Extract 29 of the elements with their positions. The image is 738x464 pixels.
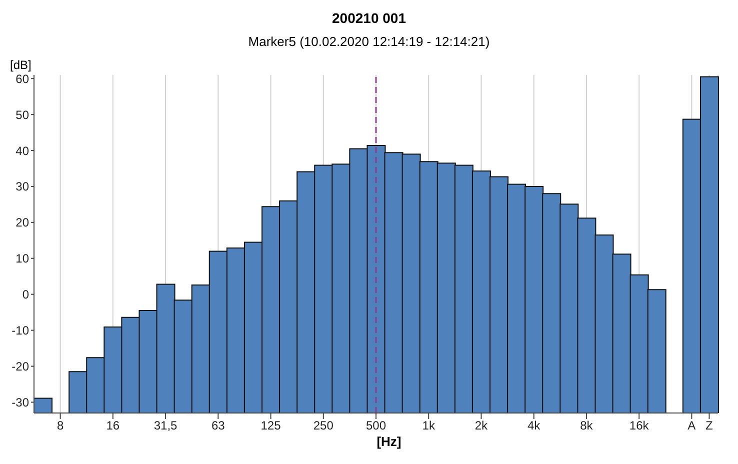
x-tick-label: 500: [366, 418, 386, 433]
x-tick-label: 1k: [422, 418, 436, 433]
y-tick-label: 0: [22, 288, 30, 302]
y-tick-label: 20: [16, 216, 30, 230]
x-tick-label: 2k: [474, 418, 489, 433]
y-tick-label: 50: [16, 108, 30, 122]
x-tick-label: A: [688, 418, 696, 433]
y-tick-label: 10: [16, 252, 30, 266]
chart-subtitle: Marker5 (10.02.2020 12:14:19 - 12:14:21): [247, 34, 491, 49]
x-tick-label: 63: [211, 418, 226, 433]
x-tick-label: 8: [56, 418, 64, 433]
x-tick-label: 125: [260, 418, 282, 433]
y-tick-label: -10: [12, 324, 30, 338]
y-tick-label: -20: [12, 360, 30, 374]
x-tick-label: 8k: [580, 418, 594, 433]
x-axis-title: [Hz]: [376, 434, 402, 449]
y-axis-title: [dB]: [10, 58, 32, 72]
x-tick-label: 16: [106, 418, 120, 433]
y-tick-label: 30: [16, 180, 30, 194]
y-tick-label: -30: [12, 395, 30, 410]
x-tick-label: Z: [706, 418, 713, 433]
y-tick-label: 60: [16, 72, 30, 86]
x-tick-label: 31,5: [154, 418, 178, 433]
x-tick-label: 16k: [629, 418, 650, 433]
y-tick-label: 40: [16, 144, 30, 158]
bar: [34, 398, 52, 413]
x-tick-label: 250: [313, 418, 334, 433]
chart-title: 200210 001: [331, 10, 407, 26]
x-tick-label: 4k: [528, 418, 542, 433]
